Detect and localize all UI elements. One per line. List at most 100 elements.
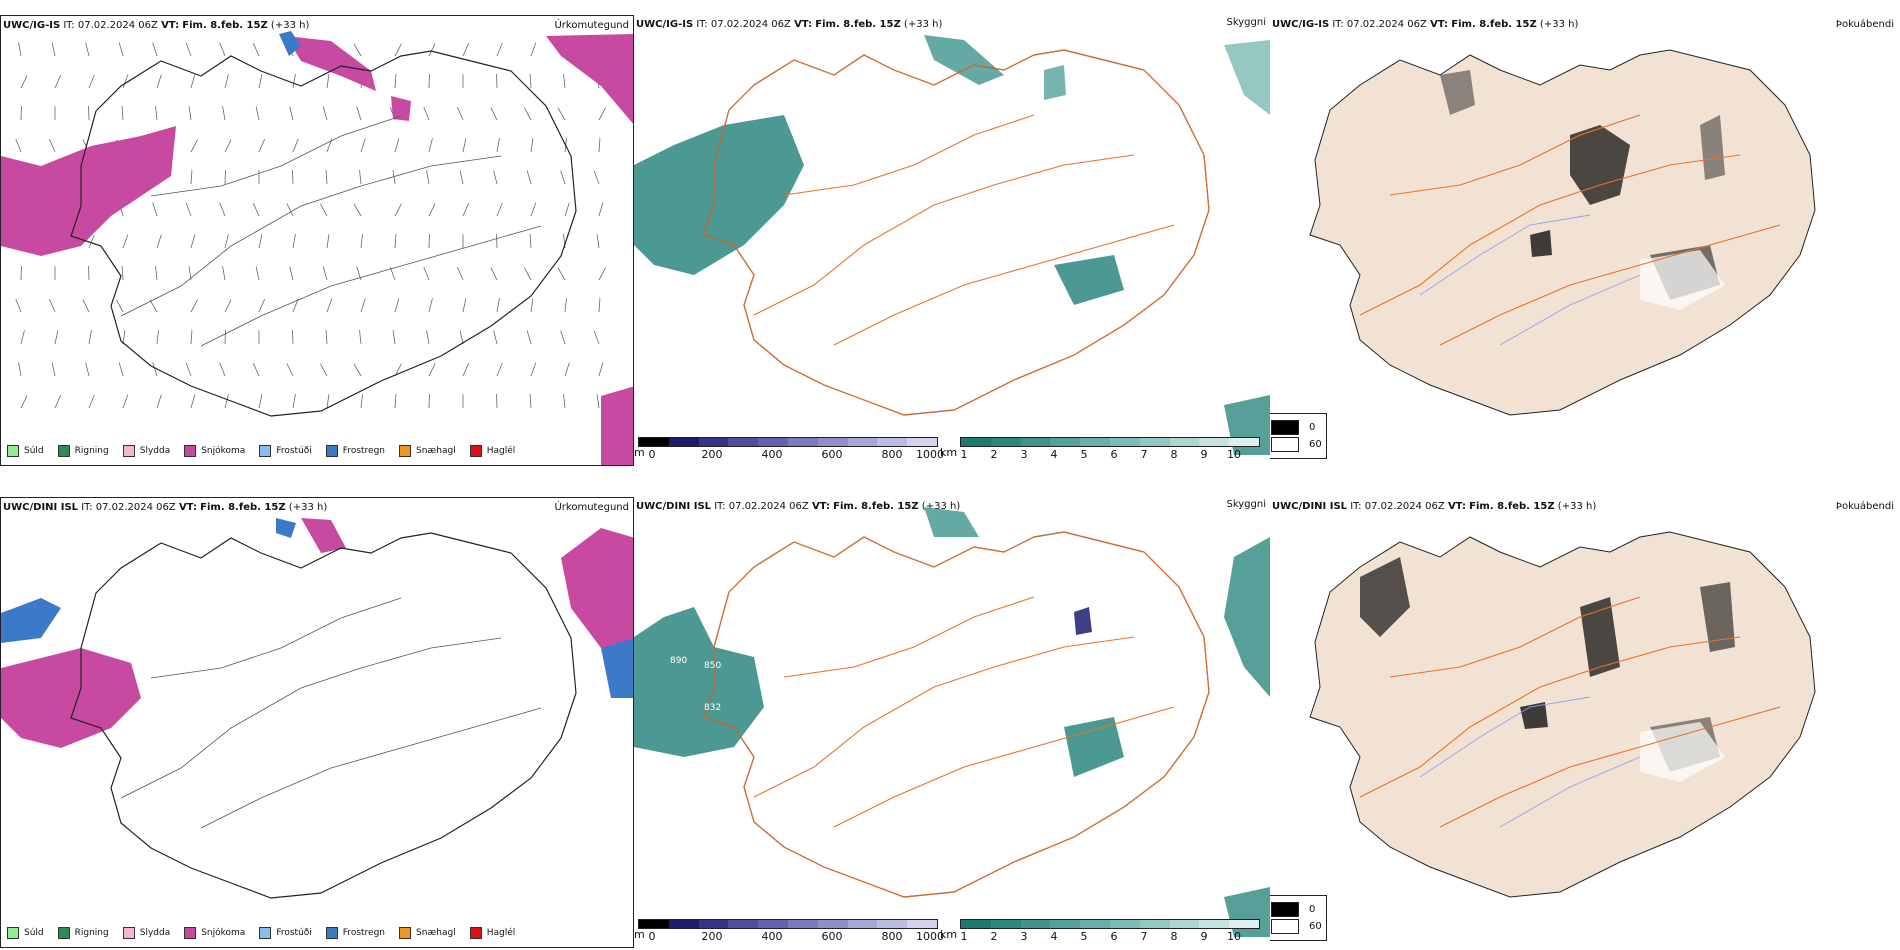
wind-barb (462, 43, 470, 57)
contour-label: 832 (704, 703, 721, 713)
precip-type-panel-top: UWC/IG-IS IT: 07.02.2024 06Z VT: Fim. 8.… (0, 15, 634, 466)
wind-barb (289, 106, 294, 121)
fog-index-panel-bottom: UWC/DINI ISL IT: 07.02.2024 06Z VT: Fim.… (1270, 497, 1900, 948)
wind-barb (188, 106, 192, 121)
wind-barb (222, 266, 226, 281)
visibility-scale-m: m 0 200 400 600 800 1000 (634, 437, 945, 461)
iceland-outline (70, 50, 577, 417)
wind-barb (185, 362, 192, 377)
wind-barb (121, 106, 124, 121)
wind-barb (459, 170, 464, 185)
wind-barb (325, 170, 328, 185)
snowfall-area (301, 518, 346, 553)
low-visibility-area (1064, 717, 1124, 777)
wind-barb (116, 299, 124, 313)
frz-rain-area (601, 638, 633, 698)
wind-barb (54, 330, 59, 345)
wind-barb (20, 395, 28, 409)
unit-label: km (940, 446, 958, 459)
colorbar (960, 437, 1260, 447)
wind-barb (255, 266, 260, 281)
legend-swatch (399, 445, 412, 457)
wind-barb (490, 267, 498, 281)
wind-barb (188, 266, 192, 281)
wind-barb (155, 106, 158, 121)
river-network (1419, 214, 1641, 346)
panel-title: Þokuábendi (1835, 501, 1894, 512)
glacier-area (1640, 722, 1725, 782)
legend-item: Frostregn (325, 445, 385, 457)
wind-barb (428, 203, 436, 217)
wind-barb (496, 138, 500, 153)
legend-item: Snæhagl (399, 927, 456, 939)
wind-barb (255, 106, 260, 121)
wind-barb (88, 234, 95, 249)
legend-swatch (7, 927, 19, 939)
precip-type-legend: Súld Rigning Slydda Snjókoma Frostúði Fr… (7, 927, 515, 939)
unit-label: m (634, 446, 645, 459)
wind-barb (152, 42, 158, 57)
legend-swatch (469, 445, 482, 457)
wind-barb (557, 267, 566, 281)
legend-swatch (122, 445, 135, 457)
legend-item: Frostúði (259, 445, 312, 457)
wind-barb (560, 330, 566, 345)
wind-barb (394, 43, 402, 57)
wind-barb (423, 266, 430, 281)
wind-barb (224, 74, 229, 89)
wind-barb (426, 330, 430, 345)
wind-barb (224, 139, 232, 153)
wind-barb (219, 362, 226, 377)
wind-barb (185, 202, 192, 217)
legend-swatch (57, 445, 70, 457)
legend-item: Haglél (469, 445, 515, 457)
wind-barb (456, 107, 464, 121)
legend-item: 0 (1271, 902, 1322, 917)
visibility-panel-top: UWC/IG-IS IT: 07.02.2024 06Z VT: Fim. 8.… (634, 15, 1270, 466)
wind-barb (286, 363, 294, 377)
panel-title: Skyggni (1226, 499, 1266, 510)
wind-barb (564, 298, 567, 313)
wind-barb (557, 107, 566, 121)
wind-barb (596, 234, 600, 249)
iceland-map (1309, 531, 1816, 898)
legend-swatch (122, 927, 135, 939)
panel-header: UWC/IG-IS IT: 07.02.2024 06Z VT: Fim. 8.… (3, 20, 310, 31)
wind-barb (224, 299, 232, 313)
visibility-scale-km: km 1 2 3 4 5 6 7 8 9 10 (940, 919, 1260, 943)
panel-header: UWC/DINI ISL IT: 07.02.2024 06Z VT: Fim.… (3, 502, 328, 513)
wind-barb (353, 363, 362, 377)
wind-barb (258, 74, 263, 89)
legend-swatch (184, 927, 197, 939)
wind-barb (496, 362, 503, 377)
frz-rain-area (279, 31, 301, 56)
fog-high-area (1570, 125, 1630, 205)
legend-swatch (7, 445, 19, 457)
low-visibility-area (1224, 40, 1270, 115)
wind-barb (598, 362, 604, 377)
wind-barb (493, 330, 498, 345)
frz-rain-area (1, 598, 61, 643)
wind-barb (20, 330, 25, 345)
wind-barb (326, 298, 333, 313)
wind-barb (529, 74, 532, 89)
iceland-outline (703, 531, 1210, 898)
wind-barb (526, 330, 532, 345)
wind-barb (286, 203, 294, 217)
wind-barb (190, 139, 198, 153)
fog-index-legend: 0 60 (1270, 413, 1327, 459)
wind-barb (292, 74, 296, 89)
fog-high-area (1530, 230, 1552, 257)
wind-barb (185, 42, 192, 57)
wind-barb (190, 74, 196, 89)
wind-barb (292, 138, 299, 153)
wind-barb (598, 267, 606, 281)
unit-label: m (634, 928, 645, 941)
wind-barb (423, 106, 430, 121)
wind-barb (222, 106, 226, 121)
wind-barb (496, 202, 503, 217)
tick-labels: 0 200 400 600 800 1000 (648, 448, 945, 461)
wind-barbs (15, 42, 606, 409)
wind-barb (593, 170, 600, 185)
wind-barb (394, 138, 400, 153)
